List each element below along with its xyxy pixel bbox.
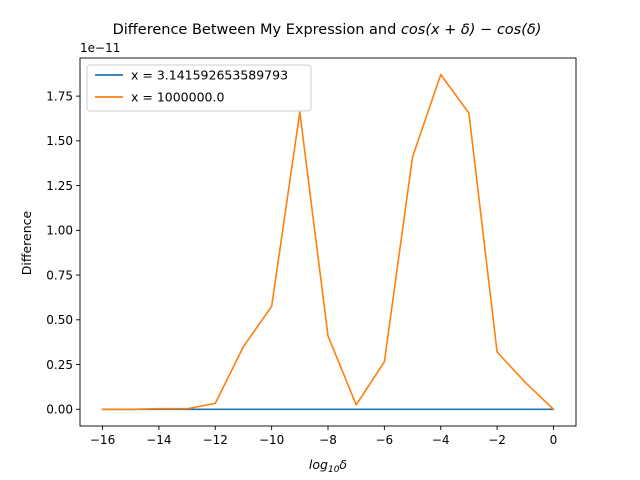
legend: x = 3.141592653589793 x = 1000000.0 bbox=[86, 64, 312, 112]
x-axis-label-variable: δ bbox=[339, 457, 347, 472]
x-tick-label: −2 bbox=[488, 433, 506, 447]
legend-label-series-1: x = 3.141592653589793 bbox=[131, 68, 288, 83]
x-tick-label: −6 bbox=[376, 433, 394, 447]
chart-title-prefix: Difference Between My Expression and bbox=[113, 22, 401, 38]
y-offset-text: 1e−11 bbox=[80, 41, 120, 55]
axes-layer: −16 −14 −12 −10 −8 −6 −4 −2 0 0.00 0.25 0.50 0.75 1.0… bbox=[46, 57, 577, 447]
plot-layer bbox=[101, 73, 555, 411]
y-tick-label: 0.75 bbox=[46, 268, 73, 282]
chart-title-math: cos(x + δ) − cos(δ) bbox=[401, 22, 541, 38]
y-tick-label: 0.50 bbox=[46, 313, 73, 327]
y-tick-label: 1.25 bbox=[46, 179, 73, 193]
y-tick-label: 0.25 bbox=[46, 358, 73, 372]
chart-title: Difference Between My Expression and cos… bbox=[113, 22, 542, 38]
x-tick-label: 0 bbox=[550, 433, 558, 447]
x-axis-label-base: log bbox=[309, 457, 328, 472]
y-tick-label: 1.75 bbox=[46, 89, 73, 103]
y-axis-label: Difference bbox=[19, 210, 34, 275]
x-tick-label: −14 bbox=[146, 433, 171, 447]
x-tick-label: −16 bbox=[90, 433, 115, 447]
x-tick-label: −8 bbox=[319, 433, 337, 447]
x-tick-label: −10 bbox=[259, 433, 284, 447]
x-tick-label: −12 bbox=[203, 433, 228, 447]
y-tick-label: 0.00 bbox=[46, 403, 73, 417]
x-axis-label: log10δ bbox=[309, 457, 348, 475]
x-axis-label-subscript: 10 bbox=[328, 465, 340, 475]
legend-label-series-2: x = 1000000.0 bbox=[131, 90, 224, 105]
y-tick-label: 1.50 bbox=[46, 134, 73, 148]
legend-box bbox=[86, 64, 312, 112]
x-tick-label: −4 bbox=[432, 433, 450, 447]
series-line-2 bbox=[101, 73, 555, 411]
y-tick-label: 1.00 bbox=[46, 224, 73, 238]
